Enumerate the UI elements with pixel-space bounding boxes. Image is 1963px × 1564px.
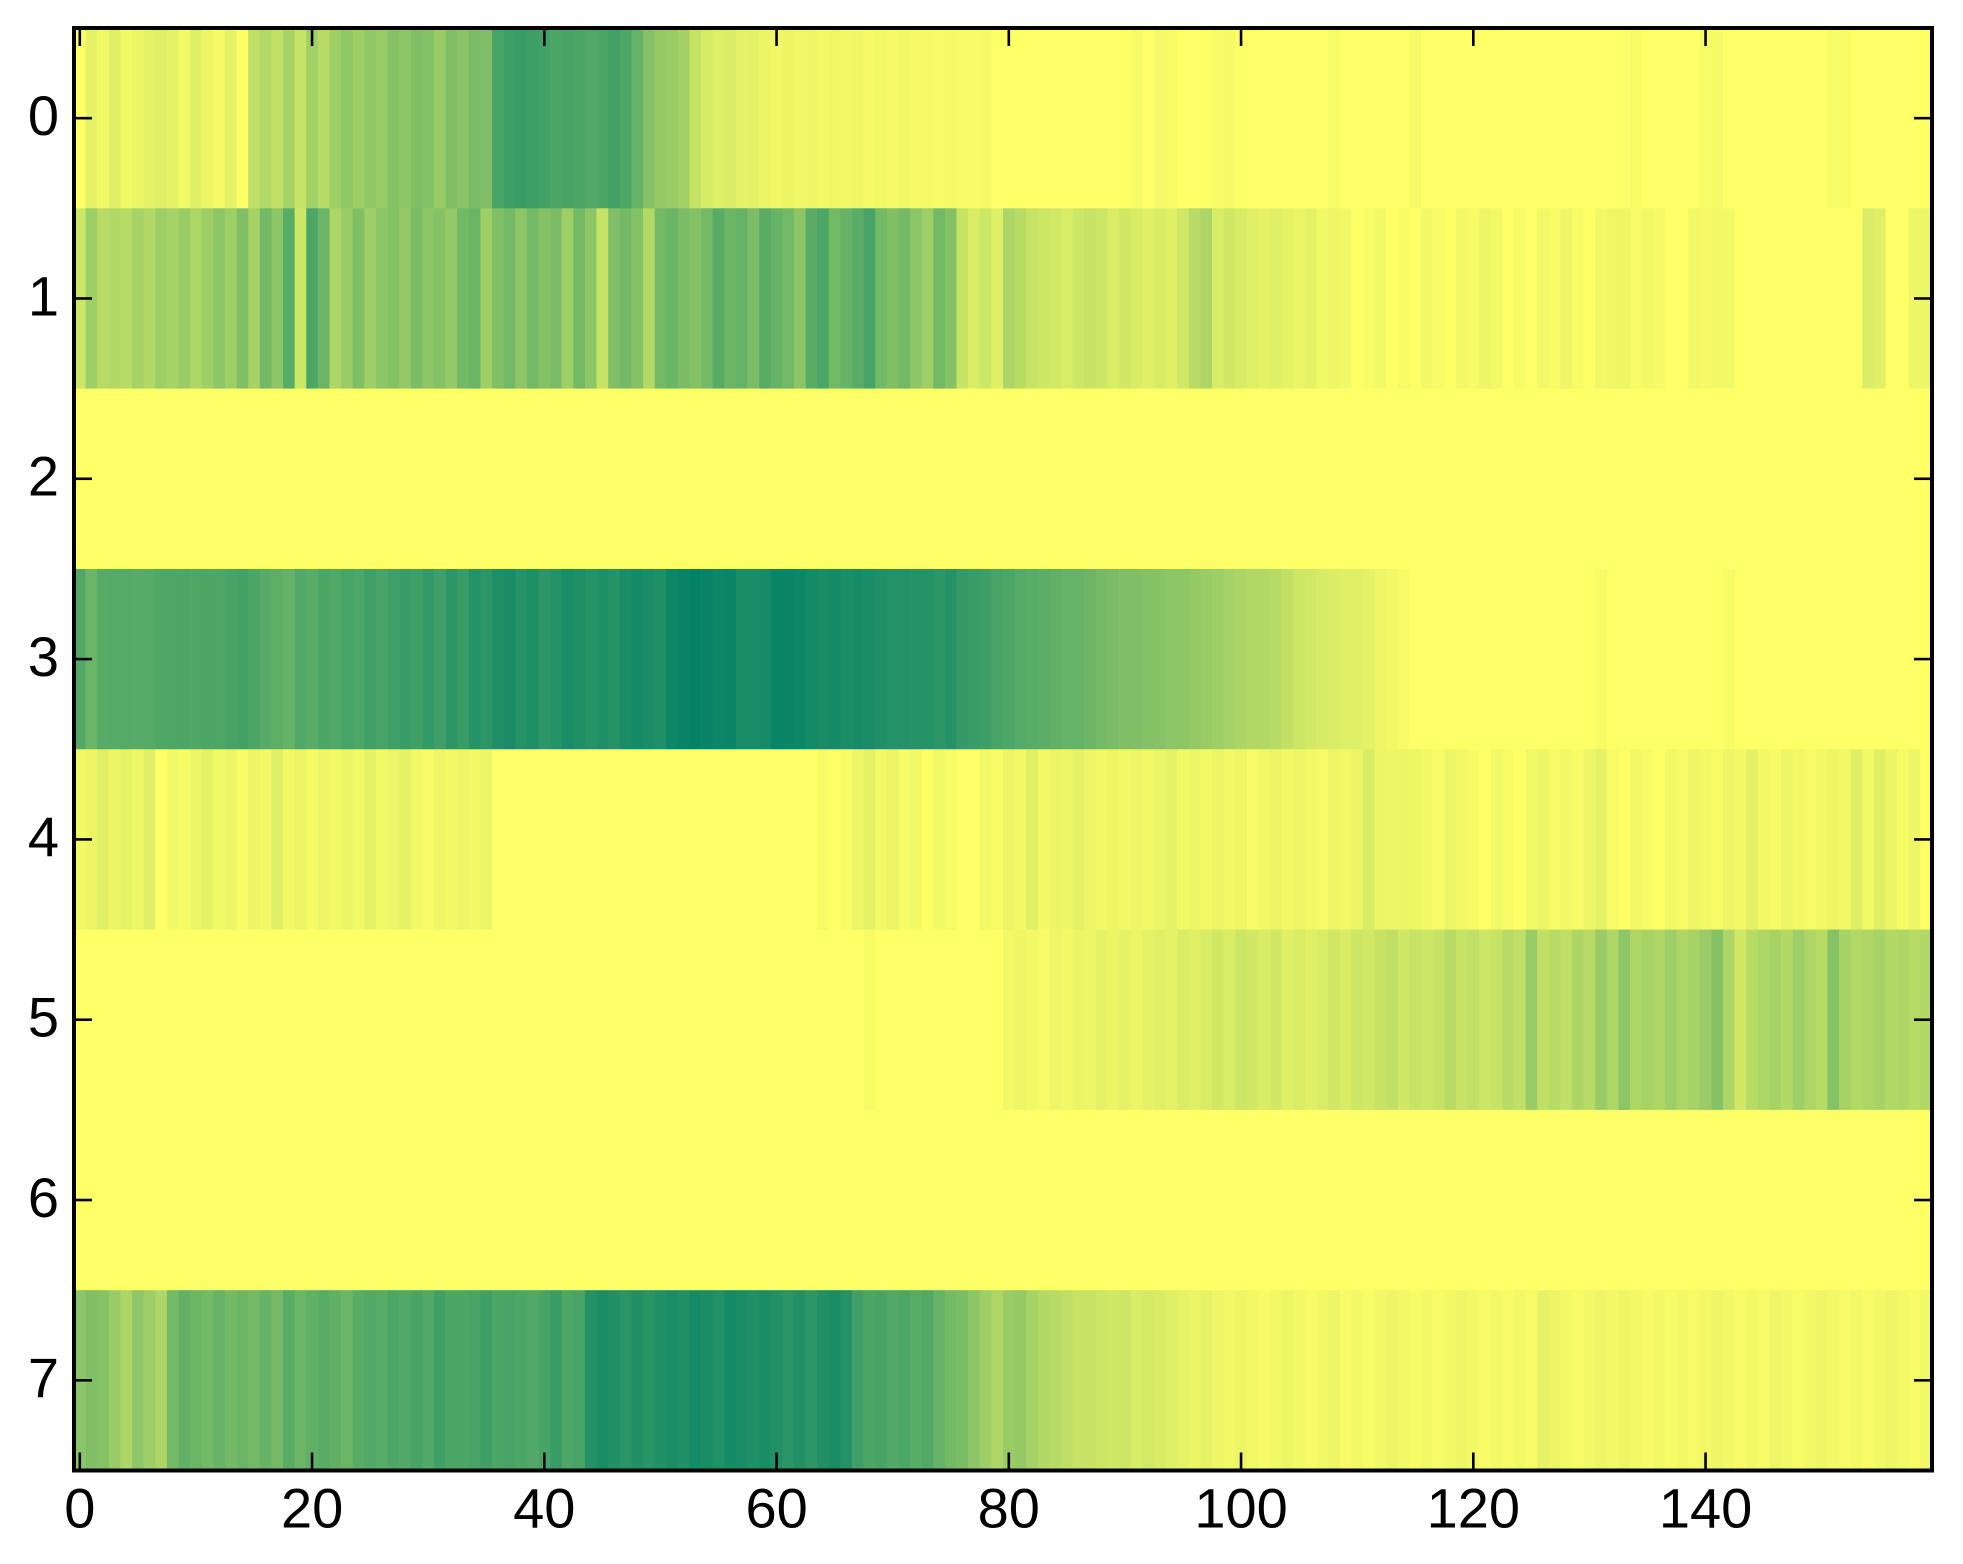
svg-text:0: 0 [64,1477,95,1540]
svg-text:20: 20 [281,1477,343,1540]
svg-text:7: 7 [28,1346,59,1409]
svg-text:4: 4 [28,805,59,868]
svg-text:5: 5 [28,986,59,1049]
svg-text:60: 60 [745,1477,807,1540]
svg-text:120: 120 [1427,1477,1520,1540]
svg-text:40: 40 [513,1477,575,1540]
svg-text:0: 0 [28,84,59,147]
svg-text:100: 100 [1194,1477,1287,1540]
svg-text:6: 6 [28,1166,59,1229]
svg-text:2: 2 [28,445,59,508]
svg-text:3: 3 [28,625,59,688]
svg-text:140: 140 [1659,1477,1752,1540]
svg-text:1: 1 [28,264,59,327]
svg-text:80: 80 [978,1477,1040,1540]
